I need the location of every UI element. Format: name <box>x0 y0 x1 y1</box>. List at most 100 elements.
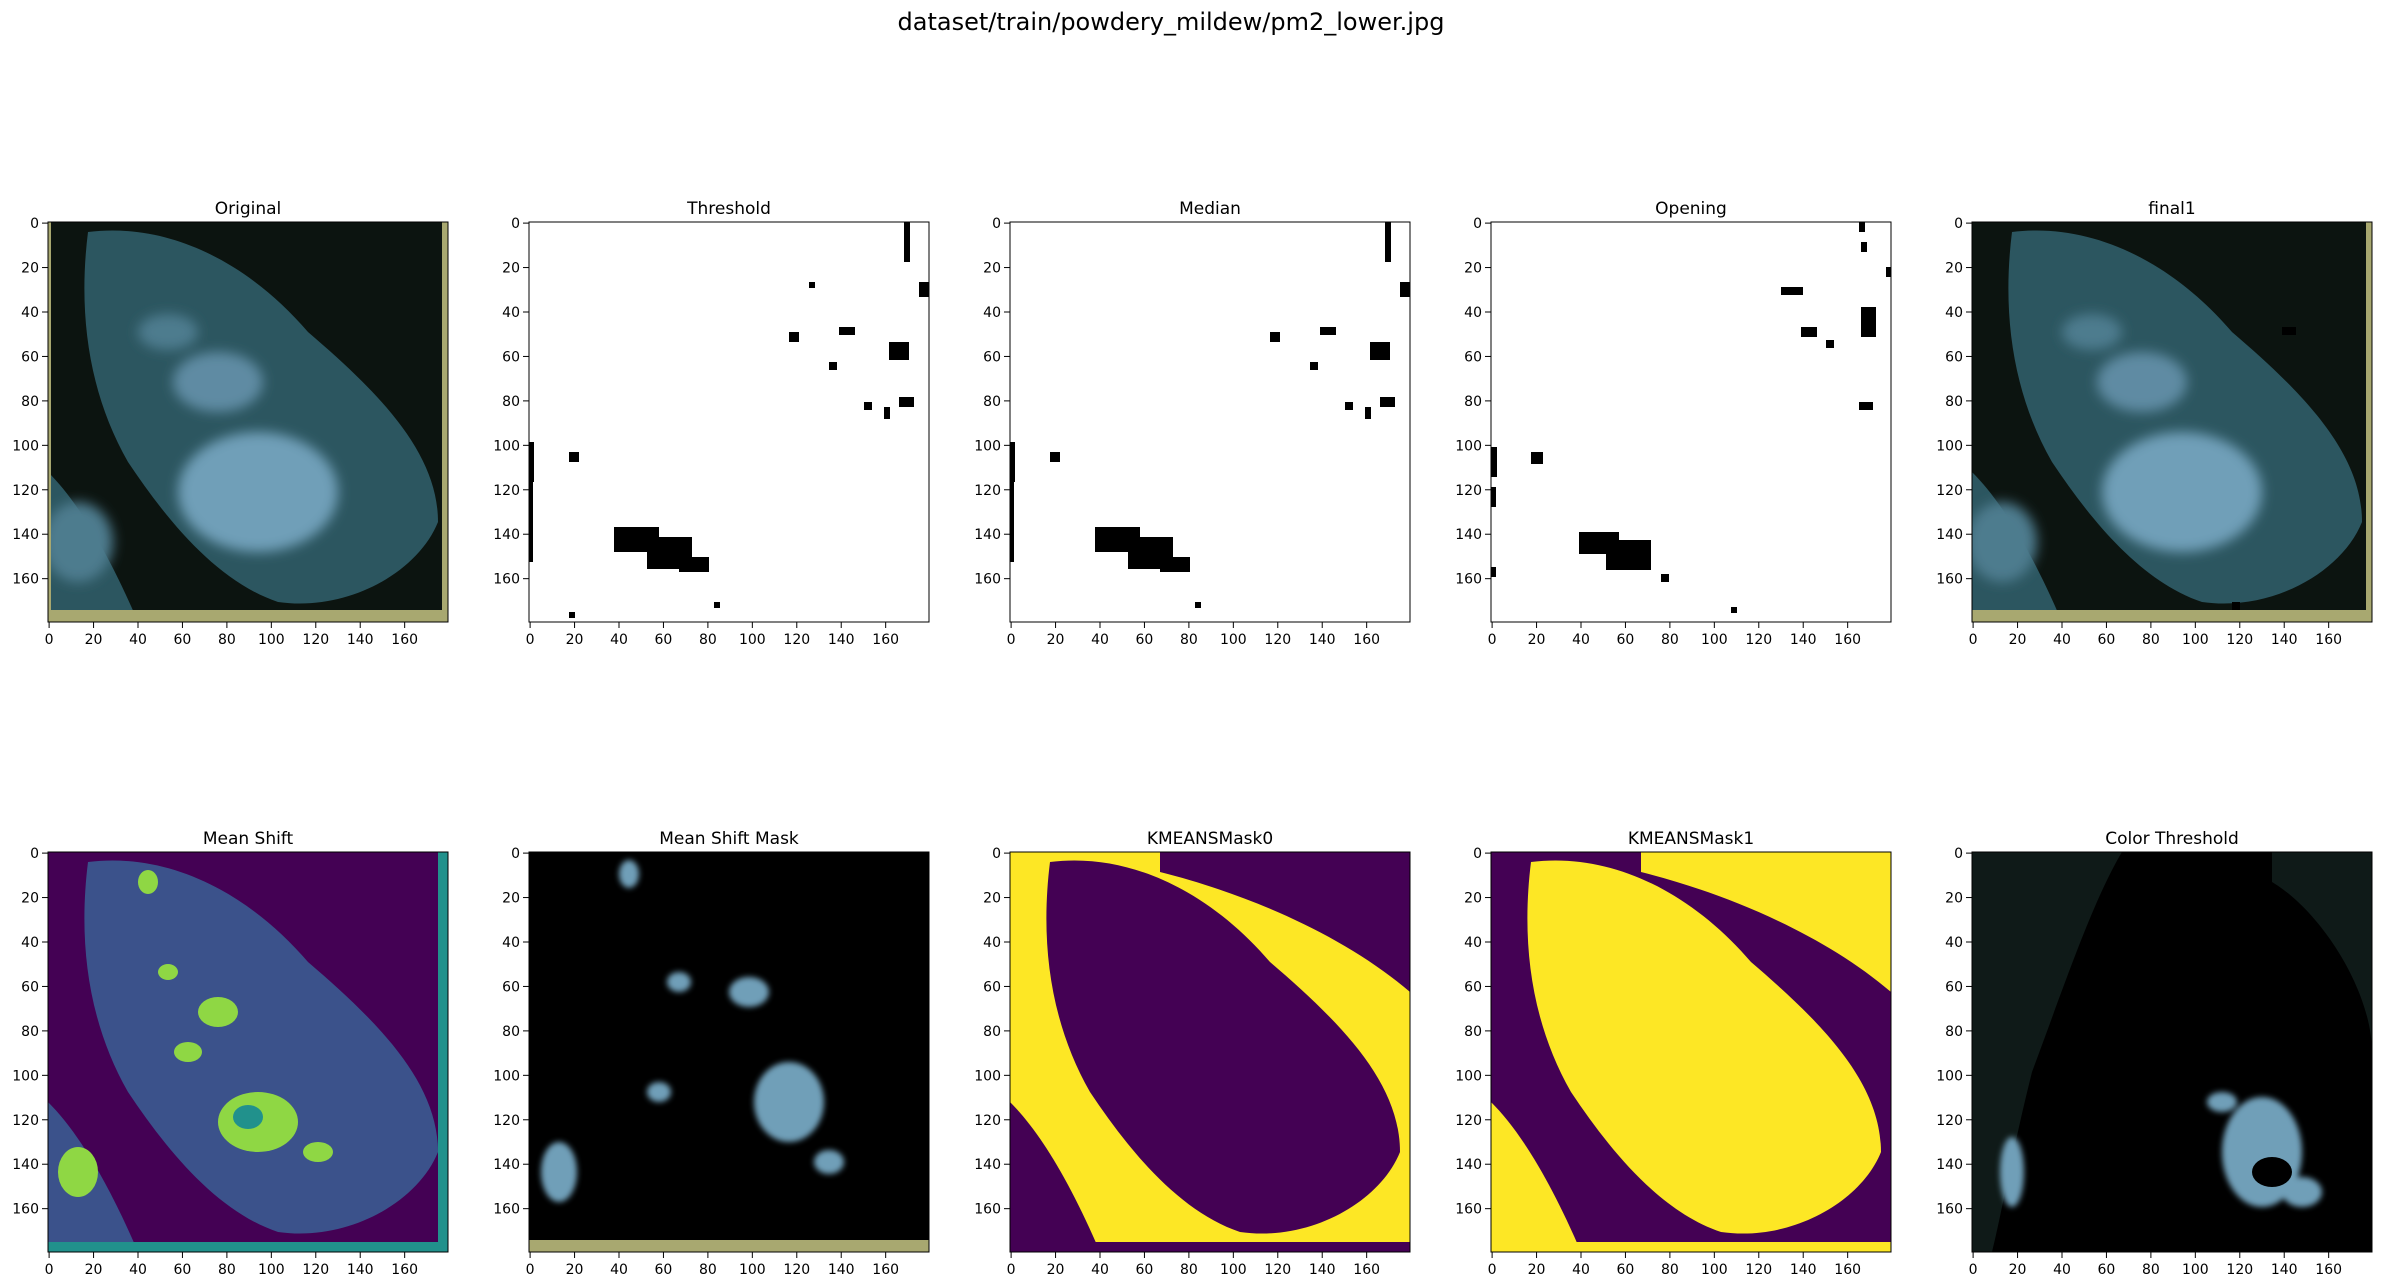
y-tick-label: 140 <box>12 527 39 543</box>
y-tick-label: 40 <box>1945 935 1963 951</box>
x-tick-label: 140 <box>828 632 855 648</box>
y-tick-label: 20 <box>983 891 1001 907</box>
x-tick-label: 120 <box>302 632 329 648</box>
y-tick-label: 80 <box>983 394 1001 410</box>
x-tick-label: 100 <box>739 632 766 648</box>
x-tick-label: 140 <box>828 1262 855 1278</box>
image-mean-shift-mask <box>529 852 929 1252</box>
x-tick-label: 160 <box>1353 632 1380 648</box>
x-tick-label: 80 <box>1661 632 1679 648</box>
y-tick-label: 80 <box>502 1024 520 1040</box>
panel-title-threshold: Threshold <box>686 199 771 219</box>
x-tick-label: 100 <box>258 1262 285 1278</box>
x-tick-label: 80 <box>218 1262 236 1278</box>
y-tick-label: 20 <box>1464 261 1482 277</box>
y-tick-label: 20 <box>1945 891 1963 907</box>
x-tick-label: 120 <box>1745 1262 1772 1278</box>
x-tick-label: 20 <box>85 1262 103 1278</box>
y-tick-label: 160 <box>12 572 39 588</box>
x-tick-label: 40 <box>1572 632 1590 648</box>
y-tick-label: 160 <box>12 1202 39 1218</box>
y-tick-label: 120 <box>974 1113 1001 1129</box>
axis-ticks: 0 20 40 60 80 100 120 140 160 0 20 40 60 80 100 120 140 1… <box>12 216 2342 1278</box>
x-tick-label: 20 <box>1528 632 1546 648</box>
y-tick-label: 80 <box>21 1024 39 1040</box>
panel-title-kmeans-mask1: KMEANSMask1 <box>1628 829 1754 849</box>
y-tick-label: 20 <box>21 261 39 277</box>
panel-title-mean-shift-mask: Mean Shift Mask <box>659 829 799 849</box>
x-tick-label: 140 <box>2271 1262 2298 1278</box>
y-tick-label: 0 <box>1954 216 1963 232</box>
x-tick-label: 40 <box>1091 1262 1109 1278</box>
panel-final1: final1 <box>1971 199 2373 623</box>
x-tick-label: 60 <box>655 632 673 648</box>
panel-mean-shift-mask: Mean Shift Mask <box>528 829 930 1253</box>
y-tick-label: 40 <box>983 305 1001 321</box>
y-tick-label: 60 <box>502 349 520 365</box>
panel-title-final1: final1 <box>2148 199 2195 219</box>
y-tick-label: 140 <box>12 1157 39 1173</box>
x-tick-label: 100 <box>1701 1262 1728 1278</box>
x-tick-label: 20 <box>566 632 584 648</box>
y-tick-label: 0 <box>992 216 1001 232</box>
x-tick-label: 20 <box>2009 632 2027 648</box>
y-tick-label: 0 <box>1473 846 1482 862</box>
x-tick-label: 40 <box>129 1262 147 1278</box>
x-tick-label: 120 <box>1745 632 1772 648</box>
x-tick-label: 60 <box>174 632 192 648</box>
x-tick-label: 20 <box>1047 632 1065 648</box>
x-tick-label: 140 <box>347 1262 374 1278</box>
panel-title-opening: Opening <box>1655 199 1727 219</box>
y-tick-label: 120 <box>493 1113 520 1129</box>
x-tick-label: 100 <box>1220 1262 1247 1278</box>
panel-kmeans-mask0: KMEANSMask0 <box>1009 829 1411 1253</box>
x-tick-label: 40 <box>610 632 628 648</box>
panel-title-color-threshold: Color Threshold <box>2105 829 2239 849</box>
y-tick-label: 40 <box>502 935 520 951</box>
x-tick-label: 160 <box>1834 1262 1861 1278</box>
x-tick-label: 0 <box>45 1262 54 1278</box>
x-tick-label: 160 <box>2315 1262 2342 1278</box>
y-tick-label: 160 <box>1455 572 1482 588</box>
x-tick-label: 60 <box>1136 632 1154 648</box>
x-tick-label: 160 <box>391 1262 418 1278</box>
x-tick-label: 160 <box>1353 1262 1380 1278</box>
x-tick-label: 40 <box>1572 1262 1590 1278</box>
y-tick-label: 120 <box>1455 1113 1482 1129</box>
x-tick-label: 140 <box>2271 632 2298 648</box>
y-tick-label: 120 <box>1455 483 1482 499</box>
x-tick-label: 60 <box>1617 632 1635 648</box>
y-tick-label: 140 <box>974 1157 1001 1173</box>
x-tick-label: 40 <box>1091 632 1109 648</box>
y-tick-label: 60 <box>1464 349 1482 365</box>
y-tick-label: 0 <box>1473 216 1482 232</box>
y-tick-label: 40 <box>1464 305 1482 321</box>
panel-title-median: Median <box>1179 199 1241 219</box>
y-tick-label: 100 <box>12 1068 39 1084</box>
x-tick-label: 80 <box>1661 1262 1679 1278</box>
y-tick-label: 120 <box>1936 483 1963 499</box>
x-tick-label: 40 <box>610 1262 628 1278</box>
x-tick-label: 160 <box>872 1262 899 1278</box>
y-tick-label: 60 <box>502 979 520 995</box>
y-tick-label: 100 <box>1455 1068 1482 1084</box>
image-mean-shift <box>48 852 448 1252</box>
y-tick-label: 0 <box>992 846 1001 862</box>
y-tick-label: 140 <box>1455 527 1482 543</box>
x-tick-label: 100 <box>258 632 285 648</box>
x-tick-label: 20 <box>1528 1262 1546 1278</box>
y-tick-label: 0 <box>1954 846 1963 862</box>
y-tick-label: 80 <box>1464 1024 1482 1040</box>
y-tick-label: 140 <box>493 1157 520 1173</box>
x-tick-label: 100 <box>2182 1262 2209 1278</box>
x-tick-label: 20 <box>85 632 103 648</box>
x-tick-label: 60 <box>2098 632 2116 648</box>
x-tick-label: 100 <box>739 1262 766 1278</box>
x-tick-label: 160 <box>1834 632 1861 648</box>
y-tick-label: 160 <box>493 1202 520 1218</box>
x-tick-label: 120 <box>1264 1262 1291 1278</box>
panel-mean-shift: Mean Shift <box>47 829 449 1253</box>
image-final1 <box>1972 222 2372 622</box>
x-tick-label: 60 <box>1136 1262 1154 1278</box>
y-tick-label: 160 <box>1936 1202 1963 1218</box>
